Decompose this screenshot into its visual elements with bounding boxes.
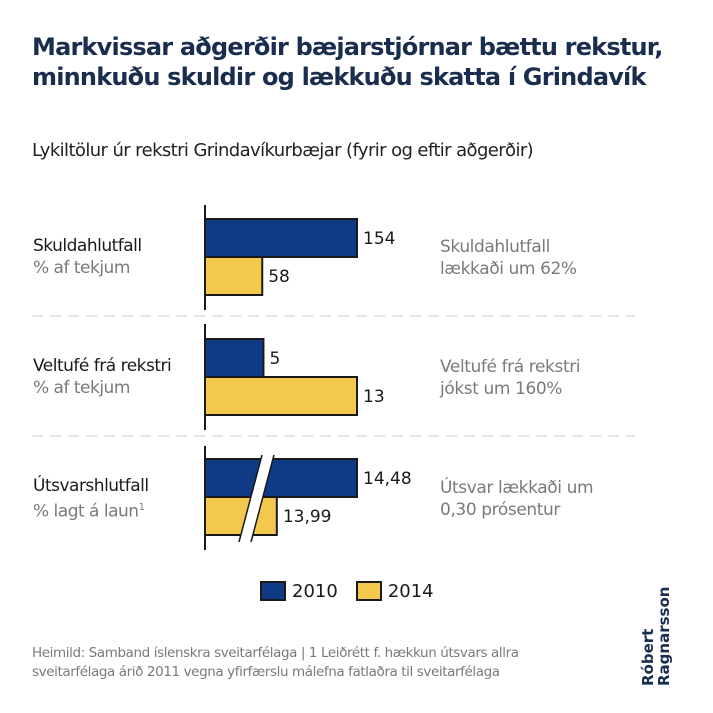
footnote-marker: 1 (138, 502, 145, 513)
bar-2010 (204, 218, 358, 258)
category-unit: % af tekjum (33, 258, 130, 278)
bar-2014 (204, 256, 264, 296)
category-unit-text: % lagt á laun (33, 501, 139, 522)
chart-title: Markvissar aðgerðir bæjarstjórnar bættu … (32, 33, 663, 91)
bar-2014 (204, 496, 278, 536)
category-name: Veltufé frá rekstri (33, 356, 172, 376)
category-unit: % af tekjum (33, 378, 130, 398)
value-label: 5 (269, 349, 280, 369)
value-label: 13,99 (283, 507, 332, 527)
value-label: 14,48 (363, 469, 412, 489)
category-label-veltufe: Veltufé frá rekstri % af tekjum (33, 355, 172, 399)
note-skuldahlutfall: Skuldahlutfall lækkaði um 62% (440, 236, 577, 280)
category-label-skuldahlutfall: Skuldahlutfall % af tekjum (33, 235, 142, 279)
value-label: 13 (363, 387, 385, 407)
note-line: Útsvar lækkaði um (440, 478, 594, 498)
legend-item-2010: 2010 (260, 581, 338, 602)
chart-subtitle: Lykiltölur úr rekstri Grindavíkurbæjar (… (32, 140, 534, 161)
source-line: Heimild: Samband íslenskra sveitarfélaga… (32, 645, 519, 661)
author-last-name: Ragnarsson (655, 586, 673, 686)
value-label: 58 (268, 267, 290, 287)
bar-2010 (204, 458, 358, 498)
axis-break-mark (238, 454, 263, 543)
note-line: 0,30 prósentur (440, 500, 560, 520)
note-line: Skuldahlutfall (440, 237, 551, 257)
value-label: 154 (363, 229, 395, 249)
author-first-name: Róbert (639, 628, 657, 686)
legend: 2010 2014 (260, 579, 452, 603)
bar-2014 (204, 376, 358, 416)
note-line: lækkaði um 62% (440, 259, 577, 279)
axis-break-mark (250, 454, 275, 543)
note-utsvar: Útsvar lækkaði um 0,30 prósentur (440, 477, 594, 521)
category-name: Útsvarshlutfall (33, 476, 149, 496)
source-note: Heimild: Samband íslenskra sveitarfélaga… (32, 644, 622, 682)
category-name: Skuldahlutfall (33, 236, 142, 256)
legend-swatch-2014 (355, 581, 382, 601)
legend-item-2014: 2014 (355, 580, 434, 602)
legend-swatch-2010 (260, 581, 286, 601)
legend-label: 2010 (292, 580, 338, 602)
bar-2010 (204, 338, 265, 378)
source-line: sveitarfélaga árið 2011 vegna yfirfærslu… (32, 664, 500, 680)
note-veltufe: Veltufé frá rekstri jókst um 160% (440, 356, 581, 400)
legend-label: 2014 (387, 580, 434, 602)
note-line: Veltufé frá rekstri (440, 357, 581, 377)
category-label-utsvarshlutfall: Útsvarshlutfall % lagt á laun1 (33, 475, 149, 523)
category-unit: % lagt á laun1 (33, 497, 149, 523)
axis-break-gap (239, 455, 274, 542)
note-line: jókst um 160% (440, 379, 563, 399)
author-signature: Róbert Ragnarsson (639, 586, 673, 686)
